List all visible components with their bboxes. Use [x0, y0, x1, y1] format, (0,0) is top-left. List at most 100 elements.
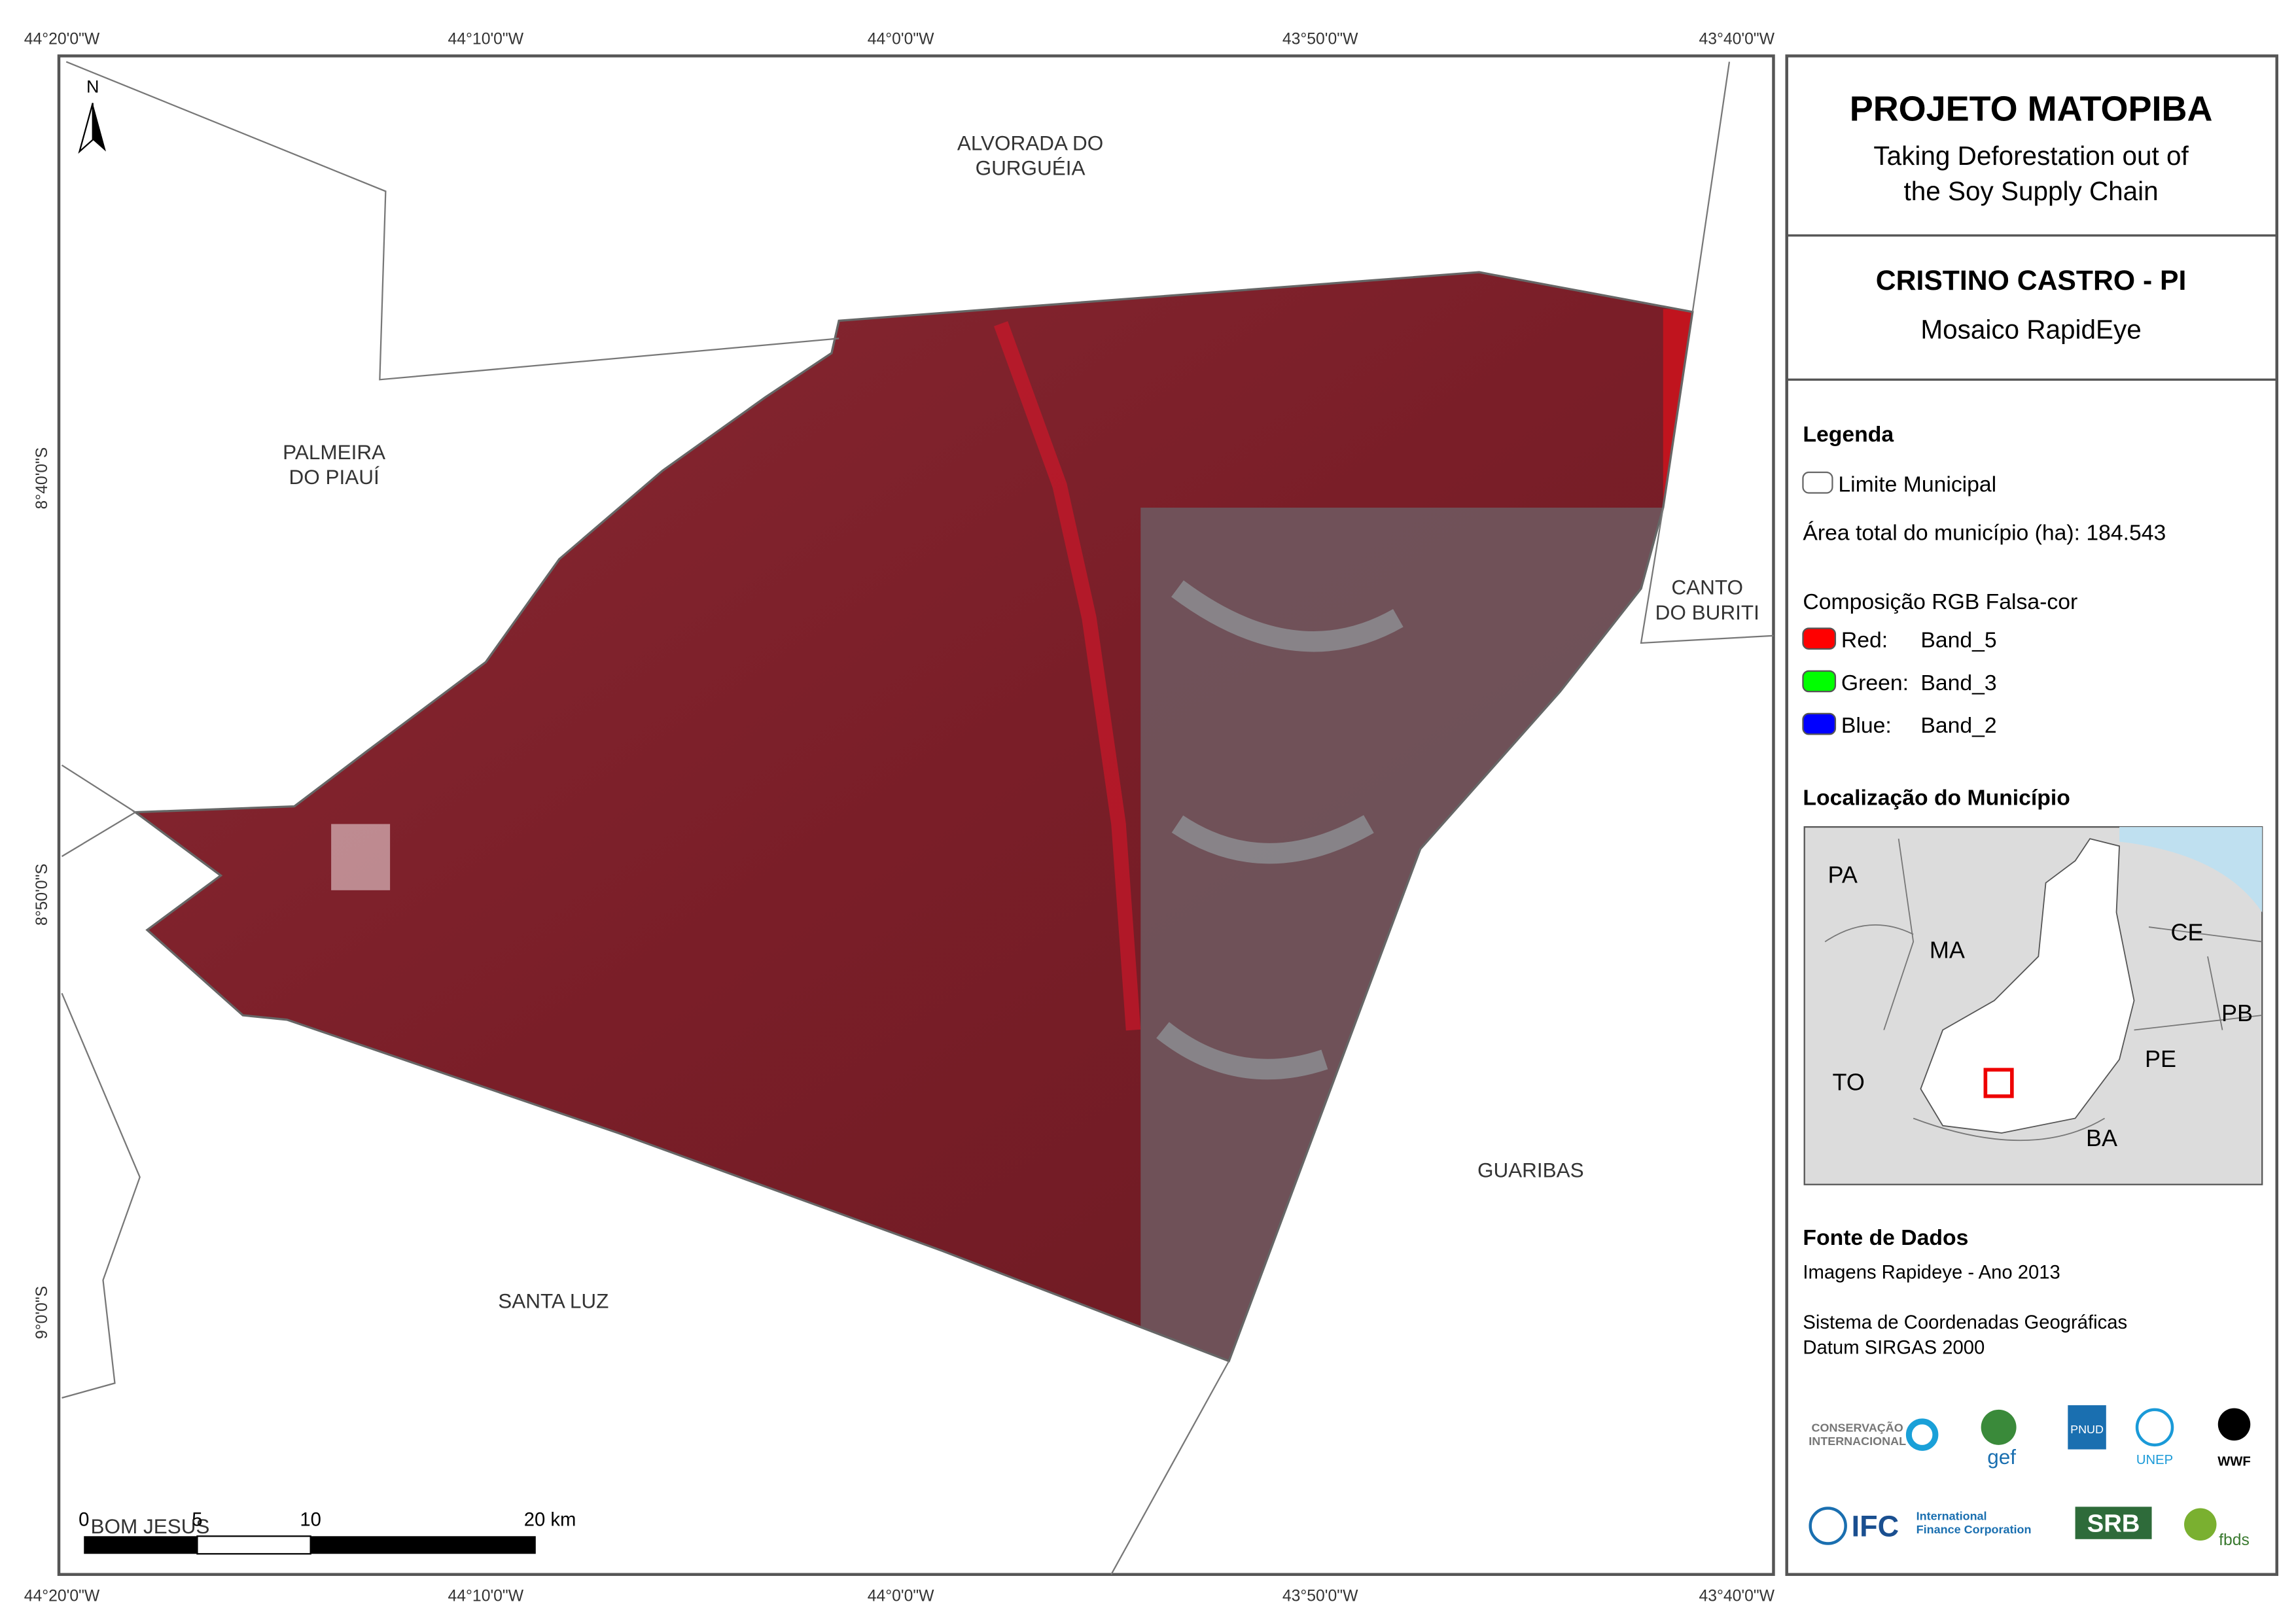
panel-title: PROJETO MATOPIBA — [1850, 89, 2213, 128]
boundary-line — [1691, 61, 1731, 313]
band-swatch — [1802, 712, 1837, 735]
logo-mark — [2184, 1508, 2217, 1541]
band-name: Green: — [1841, 671, 1909, 695]
band-list: Red: Band_5 Green: Band_3 Blue: Band_2 — [1802, 627, 1997, 738]
legend-text: Limite Municipal — [1838, 472, 1996, 497]
municipality-boundary — [132, 271, 1694, 1363]
location-inset: Localização do Município PA MA CE PB TO … — [1803, 785, 2263, 1185]
logo-mark — [2068, 1405, 2106, 1450]
scale-segment — [84, 1536, 198, 1554]
place-label: DO BURITI — [1655, 601, 1759, 624]
lon-label: 43°40'0"W — [1699, 30, 1775, 48]
logo-text: CONSERVAÇÃO — [1812, 1421, 1903, 1435]
boundary-line — [65, 61, 839, 381]
place-labels: ALVORADA DO GURGUÉIA PALMEIRA DO PIAUÍ C… — [90, 131, 1759, 1537]
inset-piaui — [1920, 838, 2135, 1134]
lon-label: 44°10'0"W — [448, 1587, 524, 1605]
map-title: CRISTINO CASTRO - PI — [1876, 265, 2187, 296]
north-label: N — [86, 77, 99, 97]
place-label: PALMEIRA — [283, 440, 385, 464]
lon-label: 43°50'0"W — [1282, 30, 1358, 48]
inset-heading: Localização do Município — [1803, 785, 2070, 810]
scale-label: 20 km — [524, 1510, 576, 1531]
lon-label: 44°20'0"W — [24, 30, 100, 48]
logo-mark — [1905, 1418, 1939, 1451]
state-label: TO — [1833, 1069, 1865, 1096]
band-value: Band_3 — [1920, 671, 1996, 695]
legend-text: Composição RGB Falsa-cor — [1803, 589, 2077, 614]
side-panel — [1785, 54, 2278, 1577]
legend-swatch — [1802, 471, 1833, 494]
scale-label: 5 — [192, 1510, 202, 1531]
sources-text: Sistema de Coordenadas Geográficas — [1803, 1312, 2127, 1333]
scale-segment — [196, 1535, 311, 1555]
place-label: DO PIAUÍ — [289, 465, 380, 489]
lon-label: 43°40'0"W — [1699, 1587, 1775, 1605]
scale-bar: 0 5 10 20 km — [79, 1510, 576, 1555]
state-label: CE — [2171, 918, 2204, 945]
boundary-line — [1110, 1361, 1230, 1575]
graticule: 44°20'0"W 44°10'0"W 44°0'0"W 43°50'0"W 4… — [24, 30, 1775, 1605]
state-label: PE — [2145, 1045, 2176, 1072]
logo-text: IFC — [1852, 1509, 1899, 1543]
state-label: BA — [2086, 1125, 2117, 1151]
scale-label: 10 — [300, 1510, 321, 1531]
band-value: Band_2 — [1920, 713, 1996, 738]
place-label: SANTA LUZ — [498, 1289, 609, 1313]
lat-label: 9°0'0"S — [33, 1286, 51, 1339]
lon-label: 44°10'0"W — [448, 30, 524, 48]
raster-town — [331, 824, 391, 890]
logo-mark — [2135, 1408, 2174, 1447]
place-label: GUARIBAS — [1477, 1158, 1584, 1181]
raster-river — [993, 321, 1141, 1031]
state-label: PB — [2221, 1000, 2253, 1026]
panel-subtitle: the Soy Supply Chain — [1903, 176, 2158, 206]
lat-label: 8°40'0"S — [33, 447, 51, 510]
boundary-line — [61, 764, 137, 858]
logo-text: UNEP — [2136, 1453, 2173, 1467]
logo-mark — [1809, 1507, 1847, 1545]
lon-label: 44°0'0"W — [868, 1587, 934, 1605]
lon-label: 43°50'0"W — [1282, 1587, 1358, 1605]
logo-text: INTERNACIONAL — [1809, 1435, 1906, 1448]
band-name: Blue: — [1841, 713, 1892, 738]
state-label: MA — [1930, 936, 1965, 963]
boundary-line — [1640, 507, 1774, 644]
logo-text: International — [1916, 1510, 1987, 1523]
inset-ocean — [2119, 827, 2263, 913]
sources-text: Imagens Rapideye - Ano 2013 — [1803, 1263, 2060, 1283]
panel-subtitle: Taking Deforestation out of — [1873, 141, 2189, 171]
logo-mark — [2217, 1408, 2251, 1441]
scale-segment — [310, 1536, 536, 1554]
map-subtitle: Mosaico RapidEye — [1920, 314, 2141, 344]
lat-label: 8°50'0"S — [33, 864, 51, 926]
band-swatch — [1802, 670, 1837, 693]
inset-highlight — [1983, 1068, 2014, 1098]
legend: Legenda Limite Municipal Área total do m… — [1802, 422, 2166, 738]
logo-text: SRB — [2087, 1510, 2140, 1538]
legend-text: Área total do município (ha): 184.543 — [1803, 521, 2166, 546]
lon-label: 44°20'0"W — [24, 1587, 100, 1605]
place-label: BOM JESUS — [90, 1514, 209, 1538]
arrow-half — [92, 103, 106, 152]
band-swatch — [1802, 627, 1837, 650]
sources-heading: Fonte de Dados — [1803, 1225, 1968, 1250]
lon-label: 44°0'0"W — [868, 30, 934, 48]
band-value: Band_5 — [1920, 628, 1996, 653]
raster-light — [1156, 580, 1404, 1080]
neighbour-boundaries — [61, 61, 1774, 1575]
logo-text: PNUD — [2070, 1423, 2104, 1436]
sources-text: Datum SIRGAS 2000 — [1803, 1337, 1985, 1358]
logo-text: fbds — [2219, 1531, 2250, 1549]
logos: CONSERVAÇÃO INTERNACIONAL gef PNUD UNEP … — [1809, 1405, 2251, 1549]
place-label: CANTO — [1671, 576, 1743, 599]
place-label: GURGUÉIA — [976, 156, 1086, 180]
inset-borders — [1824, 838, 2263, 1142]
boundary-line — [61, 992, 141, 1399]
state-label: PA — [1828, 862, 1858, 888]
sources: Fonte de Dados Imagens Rapideye - Ano 20… — [1803, 1225, 2127, 1358]
logo-mark — [2075, 1507, 2152, 1539]
logo-text: gef — [1987, 1445, 2016, 1469]
logo-mark — [1981, 1409, 2017, 1445]
